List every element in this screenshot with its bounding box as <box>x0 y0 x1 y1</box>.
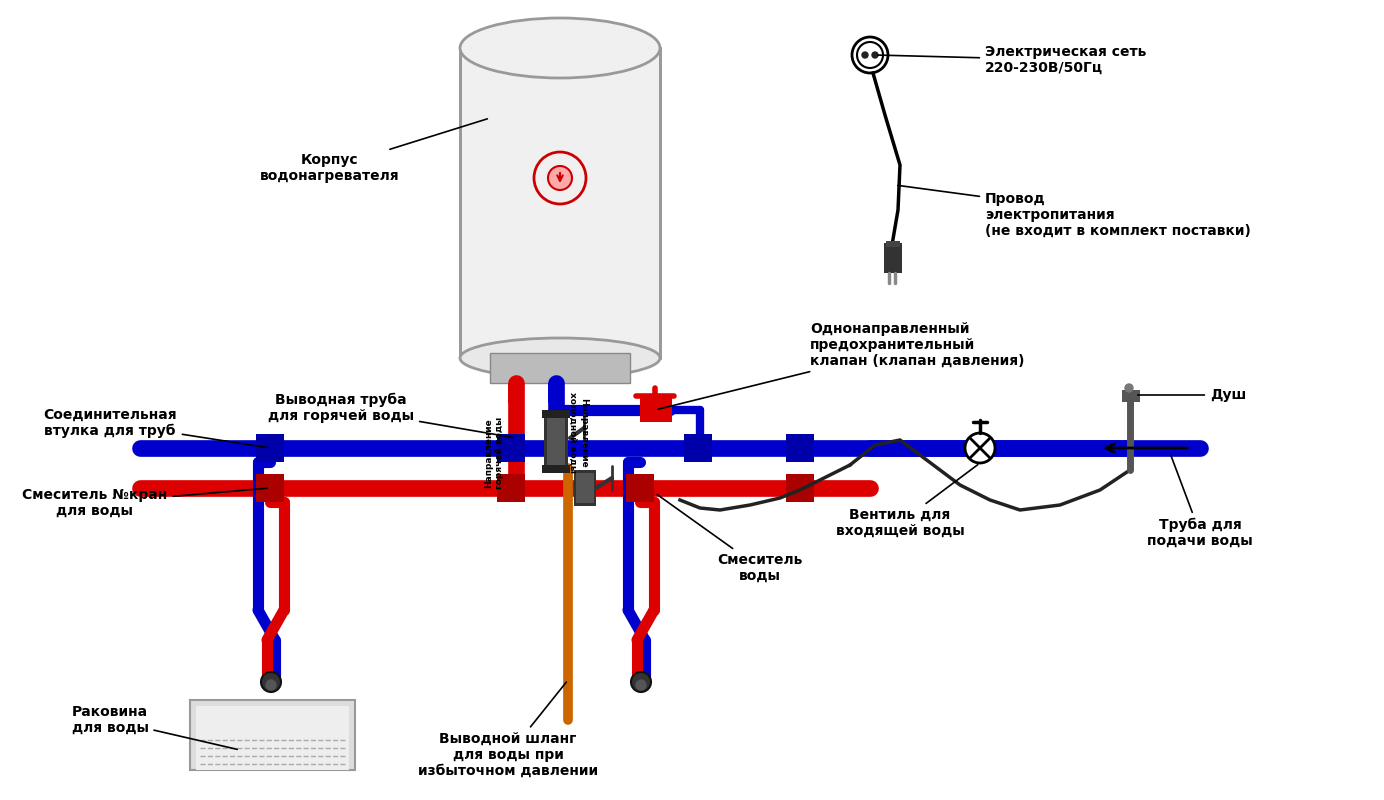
Circle shape <box>872 52 877 58</box>
Text: Труба для
подачи воды: Труба для подачи воды <box>1147 455 1253 548</box>
Bar <box>256 474 284 502</box>
Bar <box>190 700 356 770</box>
Text: Вентиль для
входящей воды: Вентиль для входящей воды <box>836 465 977 538</box>
Circle shape <box>862 52 868 58</box>
Bar <box>459 48 660 358</box>
Text: Смеситель
воды: Смеситель воды <box>657 494 803 583</box>
Bar <box>884 243 902 273</box>
Text: Смеситель №кран
для воды: Смеситель №кран для воды <box>22 488 267 518</box>
Bar <box>786 474 814 502</box>
Bar <box>256 434 284 462</box>
Bar <box>626 474 655 502</box>
Bar <box>197 706 349 770</box>
Bar <box>886 241 900 247</box>
Text: Выводной шланг
для воды при
избыточном давлении: Выводной шланг для воды при избыточном д… <box>418 682 598 778</box>
Bar <box>576 473 594 503</box>
Text: Соединительная
втулка для труб: Соединительная втулка для труб <box>43 408 267 447</box>
Bar <box>786 434 814 462</box>
Bar <box>490 353 630 383</box>
Circle shape <box>548 166 572 190</box>
Text: Провод
электропитания
(не входит в комплект поставки): Провод электропитания (не входит в компл… <box>898 186 1251 238</box>
Bar <box>544 413 567 468</box>
Circle shape <box>965 433 995 463</box>
Bar <box>684 434 711 462</box>
Bar <box>574 470 597 506</box>
Bar <box>543 410 570 418</box>
Bar <box>497 474 525 502</box>
Bar <box>639 398 673 422</box>
Ellipse shape <box>459 338 660 378</box>
Text: Направление
холодной воды: Направление холодной воды <box>569 393 588 474</box>
Bar <box>497 434 525 462</box>
Text: Корпус
водонагревателя: Корпус водонагревателя <box>260 119 487 183</box>
Bar <box>1122 390 1140 402</box>
Bar <box>543 465 570 473</box>
Text: Душ: Душ <box>1138 388 1246 402</box>
Text: Выводная труба
для горячей воды: Выводная труба для горячей воды <box>268 393 513 438</box>
Ellipse shape <box>459 18 660 78</box>
Bar <box>547 416 565 465</box>
Circle shape <box>1125 384 1133 392</box>
Text: Раковина
для воды: Раковина для воды <box>72 705 237 750</box>
Text: Однонаправленный
предохранительный
клапан (клапан давления): Однонаправленный предохранительный клапа… <box>657 322 1024 410</box>
Text: Направление
горячей воды: Направление горячей воды <box>484 417 504 489</box>
Circle shape <box>857 42 883 68</box>
Circle shape <box>637 680 646 690</box>
Text: Электрическая сеть
220-230В/50Гц: Электрическая сеть 220-230В/50Гц <box>877 45 1146 75</box>
Bar <box>508 383 525 403</box>
Circle shape <box>853 37 889 73</box>
Circle shape <box>262 672 281 692</box>
Circle shape <box>266 680 275 690</box>
Circle shape <box>631 672 650 692</box>
Circle shape <box>534 152 585 204</box>
Bar <box>548 383 565 403</box>
